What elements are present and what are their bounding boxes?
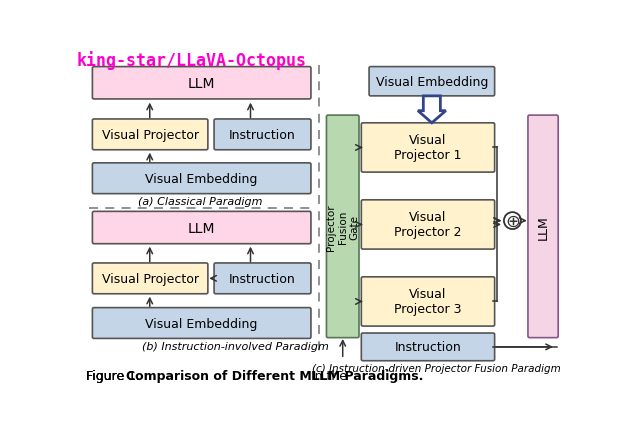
Text: Visual Embedding: Visual Embedding [145,172,258,185]
FancyBboxPatch shape [362,333,495,361]
Text: Figure 1.: Figure 1. [86,369,148,382]
Text: Figure 1.: Figure 1. [86,369,148,382]
Text: ⊕: ⊕ [505,212,520,230]
Text: In the: In the [303,369,348,382]
Polygon shape [418,97,446,124]
FancyBboxPatch shape [369,67,495,97]
FancyBboxPatch shape [92,212,311,244]
Text: Visual Embedding: Visual Embedding [376,76,488,89]
Text: Visual
Projector 2: Visual Projector 2 [394,211,461,239]
Text: Projector
Fusion
Gate: Projector Fusion Gate [326,204,359,250]
FancyBboxPatch shape [362,124,495,173]
FancyBboxPatch shape [214,120,311,151]
Text: Instruction: Instruction [229,128,296,141]
FancyBboxPatch shape [92,67,311,100]
Text: (c) Instruction-driven Projector Fusion Paradigm: (c) Instruction-driven Projector Fusion … [312,363,561,373]
Text: Instruction: Instruction [229,272,296,285]
FancyBboxPatch shape [92,263,208,294]
FancyBboxPatch shape [326,116,359,338]
Text: LLM: LLM [536,214,550,239]
Text: Figure 1.: Figure 1. [86,369,148,382]
Text: Comparison of Different MLLM Paradigms.: Comparison of Different MLLM Paradigms. [127,369,424,382]
Text: Visual Embedding: Visual Embedding [145,317,258,330]
Text: Visual
Projector 1: Visual Projector 1 [394,134,461,162]
FancyBboxPatch shape [362,277,495,326]
Text: Visual Projector: Visual Projector [102,272,198,285]
Text: king-star/LLaVA-Octopus: king-star/LLaVA-Octopus [76,50,306,69]
FancyBboxPatch shape [92,308,311,339]
Text: Visual Projector: Visual Projector [102,128,198,141]
FancyBboxPatch shape [92,120,208,151]
FancyBboxPatch shape [214,263,311,294]
FancyBboxPatch shape [362,201,495,250]
Text: Visual
Projector 3: Visual Projector 3 [394,288,461,316]
Circle shape [504,213,521,230]
Text: (b) Instruction-involved Paradigm: (b) Instruction-involved Paradigm [142,341,329,351]
Text: Instruction: Instruction [395,341,461,354]
Text: LLM: LLM [188,76,216,91]
Text: LLM: LLM [188,221,216,235]
FancyBboxPatch shape [92,164,311,194]
FancyBboxPatch shape [528,116,558,338]
Text: (a) Classical Paradigm: (a) Classical Paradigm [138,197,262,207]
